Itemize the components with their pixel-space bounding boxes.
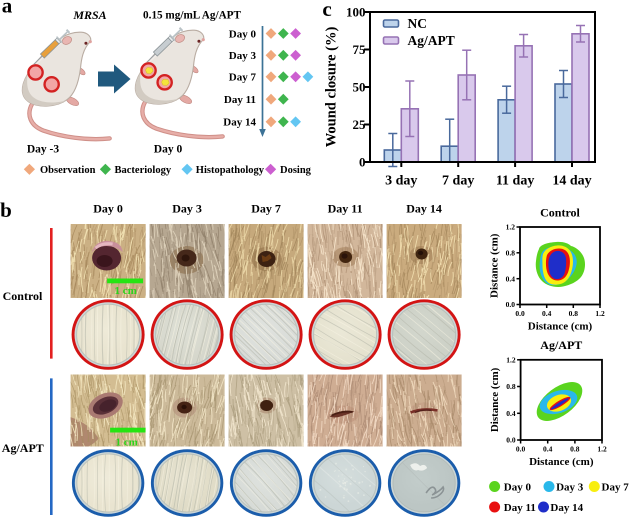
svg-text:100: 100 [346, 5, 366, 20]
svg-text:Wound closure (%): Wound closure (%) [324, 27, 340, 148]
svg-text:0.4: 0.4 [542, 309, 552, 318]
svg-text:Day 11: Day 11 [224, 94, 256, 106]
svg-text:Day 11: Day 11 [328, 202, 363, 216]
svg-text:MRSA: MRSA [72, 8, 106, 22]
svg-text:Day 3: Day 3 [556, 482, 584, 494]
svg-text:75: 75 [353, 42, 367, 57]
svg-text:1.2: 1.2 [506, 355, 516, 364]
svg-text:0.0: 0.0 [506, 300, 516, 309]
svg-text:Day 7: Day 7 [229, 72, 257, 84]
svg-text:Day 0: Day 0 [229, 28, 257, 40]
svg-text:0.0: 0.0 [515, 309, 525, 318]
svg-text:NC: NC [408, 16, 428, 31]
svg-text:b: b [0, 198, 12, 222]
svg-text:0.8: 0.8 [570, 445, 580, 454]
svg-text:3 day: 3 day [385, 174, 417, 189]
svg-text:Distance (cm): Distance (cm) [489, 233, 501, 298]
svg-text:1 cm: 1 cm [114, 285, 136, 297]
svg-text:Day 3: Day 3 [172, 202, 202, 216]
svg-text:Day 14: Day 14 [223, 117, 256, 129]
svg-text:Day 0: Day 0 [93, 202, 123, 216]
svg-text:Observation: Observation [40, 165, 96, 176]
svg-text:1 cm: 1 cm [115, 437, 137, 449]
svg-text:0.4: 0.4 [506, 274, 516, 283]
svg-text:Control: Control [3, 289, 43, 303]
svg-text:0: 0 [359, 155, 366, 170]
svg-text:0.0: 0.0 [516, 445, 526, 454]
svg-text:14 day: 14 day [552, 174, 591, 189]
svg-text:a: a [2, 0, 13, 18]
svg-text:Control: Control [540, 206, 580, 220]
svg-text:11 day: 11 day [496, 174, 535, 189]
svg-text:0.8: 0.8 [506, 382, 516, 391]
svg-text:0.8: 0.8 [506, 248, 516, 257]
svg-text:0.15 mg/mL Ag/APT: 0.15 mg/mL Ag/APT [143, 10, 241, 22]
svg-text:50: 50 [353, 80, 366, 95]
svg-text:25: 25 [353, 117, 367, 132]
svg-text:Distance (cm): Distance (cm) [528, 321, 593, 333]
svg-text:0.8: 0.8 [569, 309, 579, 318]
svg-text:Day 14: Day 14 [406, 202, 442, 216]
svg-text:1.2: 1.2 [597, 445, 607, 454]
svg-text:Bacteriology: Bacteriology [115, 165, 172, 176]
svg-text:7 day: 7 day [442, 174, 474, 189]
svg-text:Ag/APT: Ag/APT [2, 441, 44, 455]
svg-text:Day 11: Day 11 [504, 502, 536, 514]
svg-text:Day 0: Day 0 [154, 144, 183, 156]
svg-text:c: c [322, 0, 331, 21]
svg-text:0.0: 0.0 [506, 436, 516, 445]
svg-text:0.4: 0.4 [543, 445, 553, 454]
svg-text:Distance (cm): Distance (cm) [489, 367, 501, 432]
svg-text:Day -3: Day -3 [27, 144, 60, 156]
svg-text:Dosing: Dosing [280, 165, 312, 176]
svg-text:0.4: 0.4 [506, 409, 516, 418]
svg-text:Distance (cm): Distance (cm) [529, 456, 594, 468]
svg-text:1.2: 1.2 [506, 223, 516, 232]
svg-text:Ag/APT: Ag/APT [408, 33, 455, 48]
svg-text:Day 7: Day 7 [251, 202, 281, 216]
svg-text:1.2: 1.2 [595, 309, 605, 318]
svg-text:Day 3: Day 3 [229, 50, 257, 62]
svg-text:Day 14: Day 14 [550, 502, 583, 514]
svg-text:Ag/APT: Ag/APT [540, 338, 582, 352]
svg-text:Day 7: Day 7 [602, 482, 630, 494]
svg-text:Day 0: Day 0 [504, 482, 532, 494]
svg-text:Histopathology: Histopathology [196, 165, 265, 176]
